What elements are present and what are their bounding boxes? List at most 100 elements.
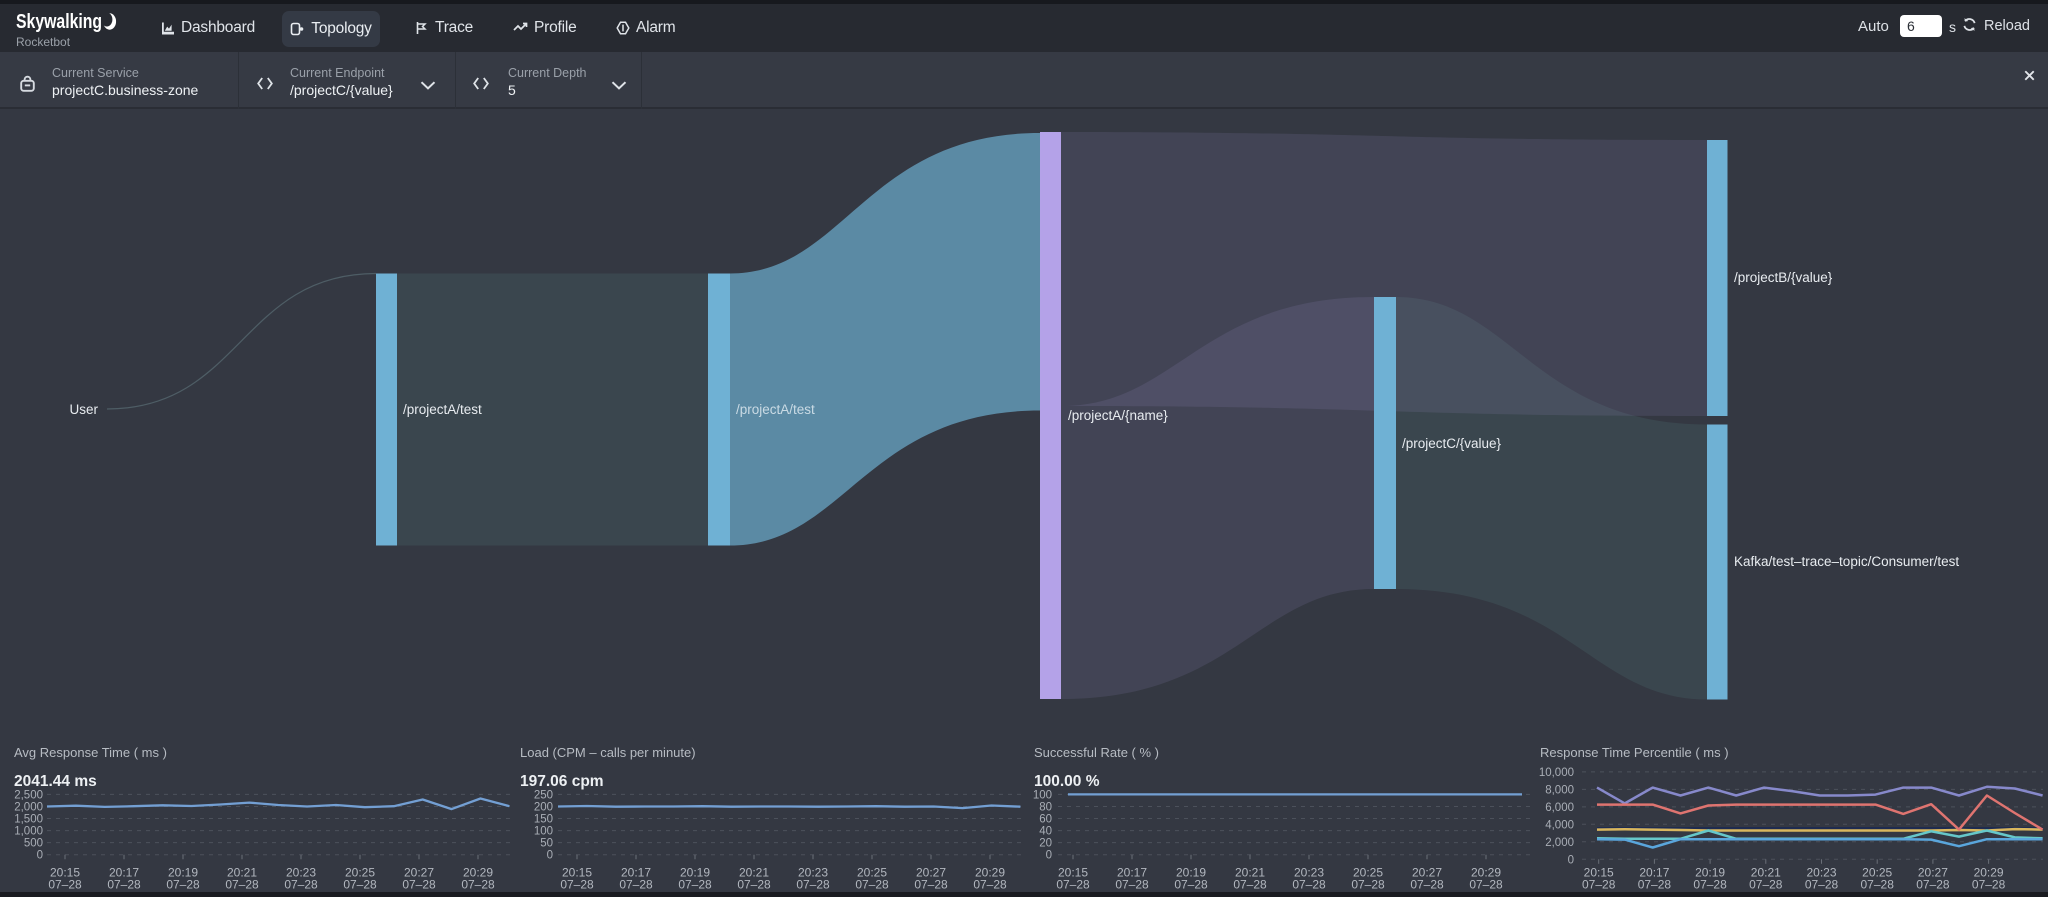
svg-text:20:23: 20:23 [1294,866,1324,880]
svg-text:07–28: 07–28 [343,878,377,892]
svg-text:0: 0 [1568,854,1574,866]
svg-text:20:15: 20:15 [50,866,80,880]
svg-text:0: 0 [1046,850,1052,862]
svg-text:Avg Response Time ( ms ): Avg Response Time ( ms ) [14,745,167,760]
svg-text:20:23: 20:23 [798,866,828,880]
svg-text:20:23: 20:23 [286,866,316,880]
svg-text:20:15: 20:15 [562,866,592,880]
svg-text:07–28: 07–28 [1115,878,1149,892]
svg-text:20:25: 20:25 [1353,866,1383,880]
svg-text:/projectA/test: /projectA/test [736,402,815,417]
svg-text:20:19: 20:19 [1695,866,1725,880]
svg-text:20:29: 20:29 [1471,866,1501,880]
svg-text:07–28: 07–28 [1351,878,1385,892]
svg-text:20:15: 20:15 [1584,866,1614,880]
svg-text:40: 40 [1039,826,1052,838]
svg-text:20:19: 20:19 [1176,866,1206,880]
svg-text:20:27: 20:27 [1412,866,1442,880]
svg-text:07–28: 07–28 [855,878,889,892]
svg-text:2,500: 2,500 [14,789,43,801]
svg-text:200: 200 [534,802,553,814]
svg-text:150: 150 [534,814,553,826]
svg-text:07–28: 07–28 [1861,878,1895,892]
svg-text:20:29: 20:29 [463,866,493,880]
svg-text:50: 50 [540,838,553,850]
svg-text:20:27: 20:27 [404,866,434,880]
svg-text:1,500: 1,500 [14,814,43,826]
svg-text:07–28: 07–28 [225,878,259,892]
svg-text:07–28: 07–28 [166,878,200,892]
svg-text:20:25: 20:25 [1862,866,1892,880]
svg-text:User: User [69,402,98,417]
svg-text:Successful Rate ( % ): Successful Rate ( % ) [1034,745,1159,760]
svg-text:6,000: 6,000 [1545,802,1574,814]
svg-text:1,000: 1,000 [14,826,43,838]
svg-text:07–28: 07–28 [914,878,948,892]
svg-text:07–28: 07–28 [284,878,318,892]
svg-text:20:17: 20:17 [109,866,139,880]
svg-text:20: 20 [1039,838,1052,850]
svg-text:20:23: 20:23 [1806,866,1836,880]
svg-text:07–28: 07–28 [1749,878,1783,892]
svg-text:/projectC/{value}: /projectC/{value} [1402,436,1502,451]
svg-text:07–28: 07–28 [1805,878,1839,892]
svg-text:07–28: 07–28 [461,878,495,892]
svg-text:20:29: 20:29 [975,866,1005,880]
svg-text:07–28: 07–28 [1174,878,1208,892]
svg-text:07–28: 07–28 [1916,878,1950,892]
svg-text:100: 100 [1033,789,1052,801]
svg-text:07–28: 07–28 [796,878,830,892]
svg-text:20:17: 20:17 [1639,866,1669,880]
svg-text:10,000: 10,000 [1539,767,1574,779]
svg-text:2041.44 ms: 2041.44 ms [14,773,97,790]
svg-text:07–28: 07–28 [560,878,594,892]
svg-text:500: 500 [24,838,43,850]
svg-text:20:21: 20:21 [739,866,769,880]
svg-text:20:27: 20:27 [1918,866,1948,880]
svg-text:20:27: 20:27 [916,866,946,880]
svg-text:07–28: 07–28 [678,878,712,892]
svg-text:07–28: 07–28 [107,878,141,892]
svg-text:20:21: 20:21 [1751,866,1781,880]
svg-text:07–28: 07–28 [1056,878,1090,892]
svg-text:Load (CPM – calls per minute): Load (CPM – calls per minute) [520,745,696,760]
svg-text:07–28: 07–28 [1638,878,1672,892]
svg-text:07–28: 07–28 [973,878,1007,892]
svg-text:80: 80 [1039,802,1052,814]
svg-text:/projectA/{name}: /projectA/{name} [1068,408,1168,423]
svg-text:07–28: 07–28 [1582,878,1616,892]
svg-text:2,000: 2,000 [14,802,43,814]
svg-text:100: 100 [534,826,553,838]
svg-text:20:29: 20:29 [1974,866,2004,880]
svg-text:07–28: 07–28 [1292,878,1326,892]
svg-text:20:15: 20:15 [1058,866,1088,880]
svg-text:100.00 %: 100.00 % [1034,773,1100,790]
svg-text:0: 0 [37,850,43,862]
svg-text:07–28: 07–28 [1469,878,1503,892]
svg-text:07–28: 07–28 [48,878,82,892]
svg-text:20:21: 20:21 [1235,866,1265,880]
svg-text:20:19: 20:19 [168,866,198,880]
svg-text:Response Time Percentile ( ms: Response Time Percentile ( ms ) [1540,745,1729,760]
svg-text:8,000: 8,000 [1545,784,1574,796]
svg-text:20:19: 20:19 [680,866,710,880]
svg-text:07–28: 07–28 [737,878,771,892]
svg-text:2,000: 2,000 [1545,837,1574,849]
svg-text:20:25: 20:25 [345,866,375,880]
svg-text:07–28: 07–28 [1972,878,2006,892]
svg-text:/projectA/test: /projectA/test [403,402,482,417]
svg-text:197.06 cpm: 197.06 cpm [520,773,604,790]
svg-text:Kafka/test–trace–topic/Consume: Kafka/test–trace–topic/Consumer/test [1734,554,1959,569]
svg-text:4,000: 4,000 [1545,819,1574,831]
svg-text:20:21: 20:21 [227,866,257,880]
svg-text:250: 250 [534,789,553,801]
svg-text:20:25: 20:25 [857,866,887,880]
svg-text:20:17: 20:17 [1117,866,1147,880]
svg-text:07–28: 07–28 [1693,878,1727,892]
svg-text:20:17: 20:17 [621,866,651,880]
svg-text:07–28: 07–28 [1410,878,1444,892]
svg-text:07–28: 07–28 [619,878,653,892]
svg-text:/projectB/{value}: /projectB/{value} [1734,270,1833,285]
svg-text:07–28: 07–28 [1233,878,1267,892]
svg-text:60: 60 [1039,814,1052,826]
